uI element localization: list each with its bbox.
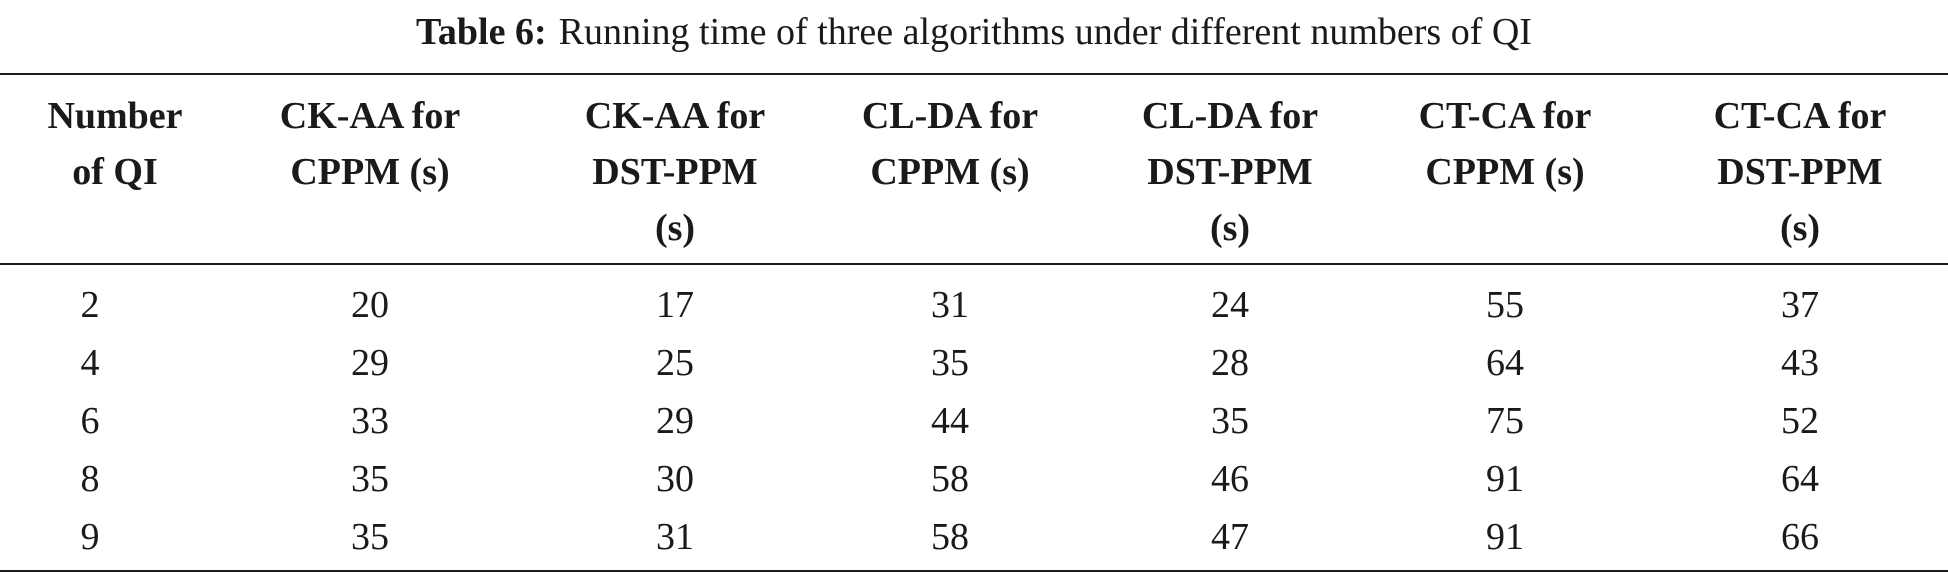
table-cell: 35 (1211, 400, 1249, 442)
table-row: 6 33 29 44 35 75 52 (0, 392, 1948, 450)
table-cell: 64 (1781, 458, 1819, 500)
table-row: 9 35 31 58 47 91 66 (0, 508, 1948, 566)
table-cell: 52 (1781, 400, 1819, 442)
table-row: 2 20 17 31 24 55 37 (0, 276, 1948, 334)
header-ct-ca-cppm: CT-CA for CPPM (s) (1418, 95, 1592, 193)
header-cl-da-dst-ppm: CL-DA for DST-PPM (s) (1141, 95, 1319, 249)
table-header-row: Number of QI CK-AA for CPPM (s) CK-AA fo… (0, 88, 1948, 258)
table-cell: 9 (80, 516, 100, 558)
table-cell: 31 (931, 284, 969, 326)
table-cell: 43 (1781, 342, 1819, 384)
table-cell: 75 (1486, 400, 1524, 442)
table-cell: 91 (1486, 458, 1524, 500)
table-cell: 33 (351, 400, 389, 442)
header-ck-aa-cppm: CK-AA for CPPM (s) (279, 95, 461, 193)
table-cell: 91 (1486, 516, 1524, 558)
table-cell: 28 (1211, 342, 1249, 384)
header-rule (0, 263, 1948, 265)
table-cell: 35 (931, 342, 969, 384)
table-cell: 37 (1781, 284, 1819, 326)
table-cell: 55 (1486, 284, 1524, 326)
table-cell: 31 (656, 516, 694, 558)
caption-text: Running time of three algorithms under d… (558, 11, 1532, 53)
table-row: 4 29 25 35 28 64 43 (0, 334, 1948, 392)
table-cell: 44 (931, 400, 969, 442)
table-body: 2 20 17 31 24 55 37 4 29 25 35 28 64 43 … (0, 276, 1948, 566)
table-cell: 58 (931, 458, 969, 500)
table-cell: 25 (656, 342, 694, 384)
table-cell: 17 (656, 284, 694, 326)
caption-label: Table 6: (416, 11, 547, 53)
table-cell: 64 (1486, 342, 1524, 384)
top-rule (0, 73, 1948, 75)
table-cell: 8 (80, 458, 100, 500)
table-caption: Table 6: Running time of three algorithm… (0, 0, 1948, 64)
header-ck-aa-dst-ppm: CK-AA for DST-PPM (s) (584, 95, 766, 249)
header-number-of-qi: Number of QI (47, 95, 183, 193)
table-cell: 2 (80, 284, 100, 326)
table-cell: 29 (656, 400, 694, 442)
table-cell: 6 (80, 400, 100, 442)
table-cell: 35 (351, 516, 389, 558)
table-cell: 24 (1211, 284, 1249, 326)
table-cell: 66 (1781, 516, 1819, 558)
table-row: 8 35 30 58 46 91 64 (0, 450, 1948, 508)
table-cell: 20 (351, 284, 389, 326)
table-cell: 35 (351, 458, 389, 500)
table-cell: 46 (1211, 458, 1249, 500)
table-cell: 58 (931, 516, 969, 558)
table-cell: 30 (656, 458, 694, 500)
bottom-rule (0, 570, 1948, 572)
table-cell: 4 (80, 342, 100, 384)
header-cl-da-cppm: CL-DA for CPPM (s) (861, 95, 1039, 193)
header-ct-ca-dst-ppm: CT-CA for DST-PPM (s) (1713, 95, 1887, 249)
table-cell: 29 (351, 342, 389, 384)
table-cell: 47 (1211, 516, 1249, 558)
